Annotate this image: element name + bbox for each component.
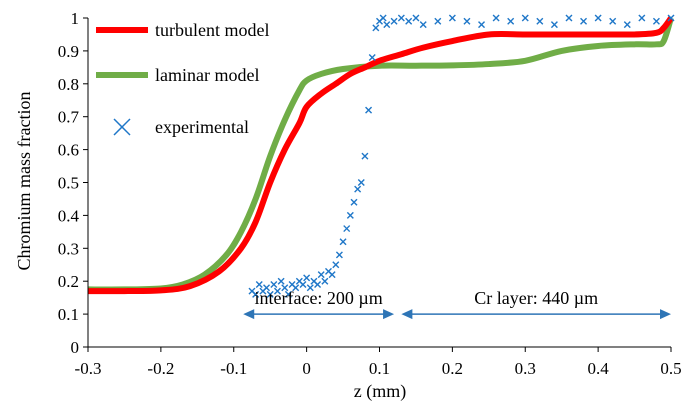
y-tick-label: 0 [71, 338, 80, 357]
x-tick-label: -0.1 [220, 359, 247, 378]
experimental-point [638, 14, 646, 22]
dimension-arrow: Cr layer: 440 µm [401, 288, 671, 320]
experimental-point [492, 14, 500, 22]
y-axis-title: Chromium mass fraction [14, 92, 34, 271]
legend-item-laminar-model: laminar model [96, 65, 259, 85]
experimental-point [507, 17, 515, 25]
x-tick-label: 0.2 [442, 359, 463, 378]
experimental-point [335, 251, 343, 259]
experimental-point [405, 17, 413, 25]
y-tick-label: 0.9 [58, 42, 79, 61]
x-tick-label: 0.3 [515, 359, 536, 378]
experimental-point [354, 185, 362, 193]
legend-label: turbulent model [155, 20, 269, 40]
legend: turbulent model laminar model experimental [96, 20, 269, 137]
annotation-layer: interface: 200 µm Cr layer: 440 µm [243, 288, 671, 320]
legend-label: laminar model [155, 65, 259, 85]
experimental-point [314, 280, 322, 288]
experimental-point [317, 271, 325, 279]
arrow-head-right-icon [383, 309, 395, 320]
y-tick-label: 1 [71, 9, 80, 28]
y-tick-label: 0.6 [58, 141, 79, 160]
experimental-point [550, 21, 558, 29]
experimental-point [368, 53, 376, 61]
x-tick-label: -0.3 [75, 359, 102, 378]
arrow-head-right-icon [660, 309, 671, 320]
annotation-label: Cr layer: 440 µm [474, 288, 598, 308]
experimental-point [270, 280, 278, 288]
experimental-point [292, 284, 300, 292]
axes-layer: -0.3 -0.2 -0.1 0 0.1 0.2 0.3 0.4 0.5 0 0.1 0.2 0.3 0.… [58, 9, 682, 378]
experimental-point [277, 277, 285, 285]
legend-item-turbulent-model: turbulent model [96, 20, 269, 40]
experimental-point [328, 271, 336, 279]
experimental-point [284, 290, 292, 298]
x-tick-label: 0.5 [660, 359, 681, 378]
experimental-point [412, 14, 420, 22]
x-tick-label: 0.1 [369, 359, 390, 378]
experimental-point [521, 14, 529, 22]
experimental-point [299, 280, 307, 288]
x-tick-label: 0 [302, 359, 311, 378]
y-tick-label: 0.2 [58, 272, 79, 291]
arrow-head-left-icon [401, 309, 413, 320]
experimental-point [594, 14, 602, 22]
experimental-point [609, 17, 617, 25]
experimental-point [281, 284, 289, 292]
experimental-point [321, 277, 329, 285]
x-axis-title: z (mm) [354, 381, 406, 402]
legend-label: experimental [155, 117, 249, 137]
experimental-point [306, 284, 314, 292]
turbulent-model-line [87, 16, 674, 295]
y-tick-label: 0.8 [58, 75, 79, 94]
experimental-point [372, 24, 380, 32]
experimental-point [652, 17, 660, 25]
experimental-point [255, 280, 263, 288]
annotation-label: interface: 200 µm [254, 288, 382, 308]
plot-background [88, 18, 671, 347]
experimental-point [565, 14, 573, 22]
series-layer [87, 14, 675, 298]
experimental-point [383, 21, 391, 29]
y-tick-label: 0.4 [58, 206, 80, 225]
experimental-point [357, 179, 365, 186]
experimental-point [448, 14, 456, 22]
experimental-point [350, 198, 358, 206]
experimental-point [390, 17, 398, 25]
y-tick-label: 0.1 [58, 305, 79, 324]
experimental-point [332, 261, 340, 269]
experimental-point [667, 14, 675, 22]
experimental-point [263, 284, 271, 292]
dimension-arrow: interface: 200 µm [243, 288, 395, 320]
experimental-point [361, 152, 369, 160]
experimental-point [273, 287, 281, 295]
experimental-point [346, 211, 354, 219]
experimental-point [434, 17, 442, 25]
plot-area [88, 18, 671, 347]
experimental-point [580, 17, 588, 25]
experimental-point [343, 225, 351, 233]
x-tick-label: -0.2 [147, 359, 174, 378]
laminar-model-line [87, 17, 674, 293]
experimental-point [303, 274, 311, 282]
y-tick-label: 0.7 [58, 108, 80, 127]
experimental-point [623, 21, 631, 29]
experimental-point [419, 21, 427, 29]
arrow-head-left-icon [243, 309, 255, 320]
experimental-point [266, 290, 274, 298]
experimental-point [463, 17, 471, 25]
x-tick-label: 0.4 [588, 359, 610, 378]
experimental-point [478, 21, 486, 29]
experimental-point [379, 14, 387, 22]
experimental-point [536, 17, 544, 25]
y-tick-label: 0.3 [58, 239, 79, 258]
experimental-point [365, 106, 373, 114]
experimental-point [252, 290, 260, 298]
experimental-point [339, 238, 347, 246]
y-tick-label: 0.5 [58, 174, 79, 193]
legend-swatch [113, 118, 131, 136]
experimental-point [397, 14, 405, 22]
legend-item-experimental: experimental [113, 117, 249, 137]
